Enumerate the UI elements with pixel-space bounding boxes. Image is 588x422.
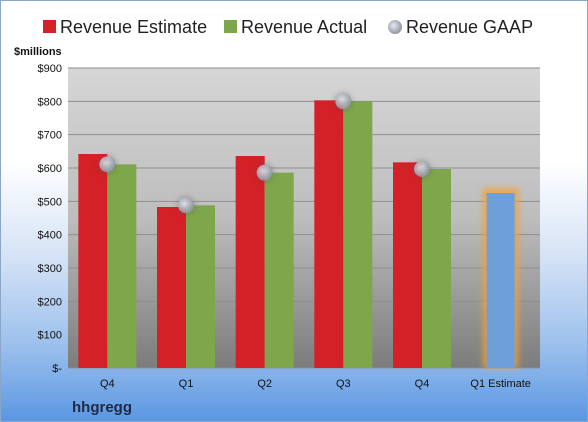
y-tick-label: $700 — [38, 130, 62, 142]
y-tick-label: $500 — [38, 196, 62, 208]
gaap-point — [256, 164, 273, 181]
q1-estimate-bar — [486, 193, 515, 368]
estimate-bar — [314, 100, 344, 368]
bars — [78, 92, 519, 368]
legend-swatch — [388, 20, 402, 34]
actual-bar — [107, 164, 137, 368]
x-tick-label: Q2 — [257, 378, 272, 390]
y-axis-ticks: $- $100 $200 $300 $400 $500 $600 $700 $800 $900 — [38, 63, 63, 375]
legend-label: Revenue GAAP — [406, 17, 533, 37]
legend: Revenue Estimate Revenue Actual Revenue GA… — [43, 17, 533, 37]
x-tick-label: Q4 — [100, 378, 115, 390]
gaap-point — [414, 161, 430, 177]
plot-area — [68, 68, 540, 368]
legend-swatch — [43, 20, 56, 33]
x-tick-label: Q1 — [179, 378, 194, 390]
x-axis-ticks: Q4 Q1 Q2 Q3 Q4 Q1 Estimate — [100, 378, 531, 390]
x-tick-label: Q3 — [336, 378, 351, 390]
gaap-point — [99, 156, 116, 173]
company-name: hhgregg — [72, 399, 132, 416]
estimate-bar — [157, 207, 186, 368]
legend-label: Revenue Actual — [241, 17, 367, 37]
gaap-point — [335, 93, 352, 110]
x-tick-label: Q4 — [415, 378, 430, 390]
y-tick-label: $200 — [38, 296, 62, 308]
y-tick-label: $600 — [38, 163, 62, 175]
y-tick-label: $400 — [38, 230, 62, 242]
estimate-bar — [393, 162, 422, 368]
y-tick-label: $300 — [38, 263, 62, 275]
y-axis-label: $millions — [14, 46, 62, 58]
legend-label: Revenue Estimate — [60, 17, 207, 37]
legend-swatch — [224, 20, 237, 33]
gridlines — [68, 67, 540, 369]
estimate-bar — [78, 154, 108, 368]
y-tick-label: $900 — [38, 63, 62, 75]
y-tick-label: $- — [52, 363, 62, 375]
y-tick-label: $100 — [38, 330, 62, 342]
x-tick-label: Q1 Estimate — [470, 378, 531, 390]
actual-bar — [186, 205, 215, 368]
actual-bar — [343, 101, 373, 368]
estimate-bar — [235, 156, 265, 368]
gaap-point — [178, 197, 194, 214]
y-tick-label: $800 — [38, 96, 62, 108]
actual-bar — [422, 169, 451, 368]
actual-bar — [264, 172, 294, 368]
